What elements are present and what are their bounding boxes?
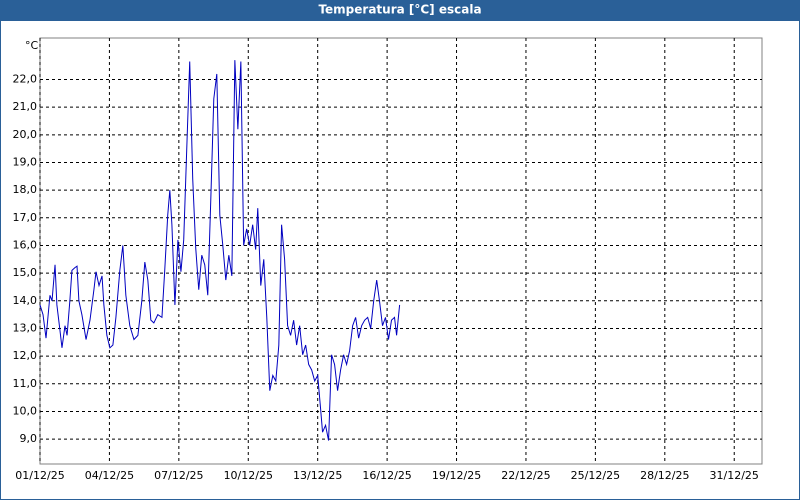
x-tick-label: 31/12/25 [710, 469, 759, 482]
x-tick-label: 01/12/25 [15, 469, 64, 482]
y-tick-label: 16,0 [13, 238, 38, 251]
y-tick-label: 14,0 [13, 294, 38, 307]
y-tick-label: 21,0 [13, 100, 38, 113]
y-tick-label: 20,0 [13, 128, 38, 141]
x-tick-label: 10/12/25 [224, 469, 273, 482]
x-tick-label: 28/12/25 [640, 469, 689, 482]
y-tick-label: 12,0 [13, 349, 38, 362]
chart-title: Temperatura [°C] escala [318, 3, 481, 17]
y-tick-label: 17,0 [13, 211, 38, 224]
plot-area [39, 37, 763, 465]
y-tick-label: 22,0 [13, 72, 38, 85]
x-tick-label: 04/12/25 [85, 469, 134, 482]
y-tick-label: 19,0 [13, 155, 38, 168]
y-tick-label: 9,0 [20, 432, 38, 445]
x-tick-label: 13/12/25 [293, 469, 342, 482]
y-tick-label: 11,0 [13, 377, 38, 390]
y-tick-label: 13,0 [13, 321, 38, 334]
y-tick-label: 15,0 [13, 266, 38, 279]
x-tick-label: 16/12/25 [362, 469, 411, 482]
y-axis-unit: °C [25, 39, 39, 52]
title-bar [0, 0, 800, 20]
y-tick-label: 10,0 [13, 404, 38, 417]
x-tick-label: 07/12/25 [154, 469, 203, 482]
x-tick-label: 19/12/25 [432, 469, 481, 482]
line [39, 60, 401, 441]
x-tick-label: 25/12/25 [571, 469, 620, 482]
x-tick-label: 22/12/25 [501, 469, 550, 482]
y-tick-label: 18,0 [13, 183, 38, 196]
